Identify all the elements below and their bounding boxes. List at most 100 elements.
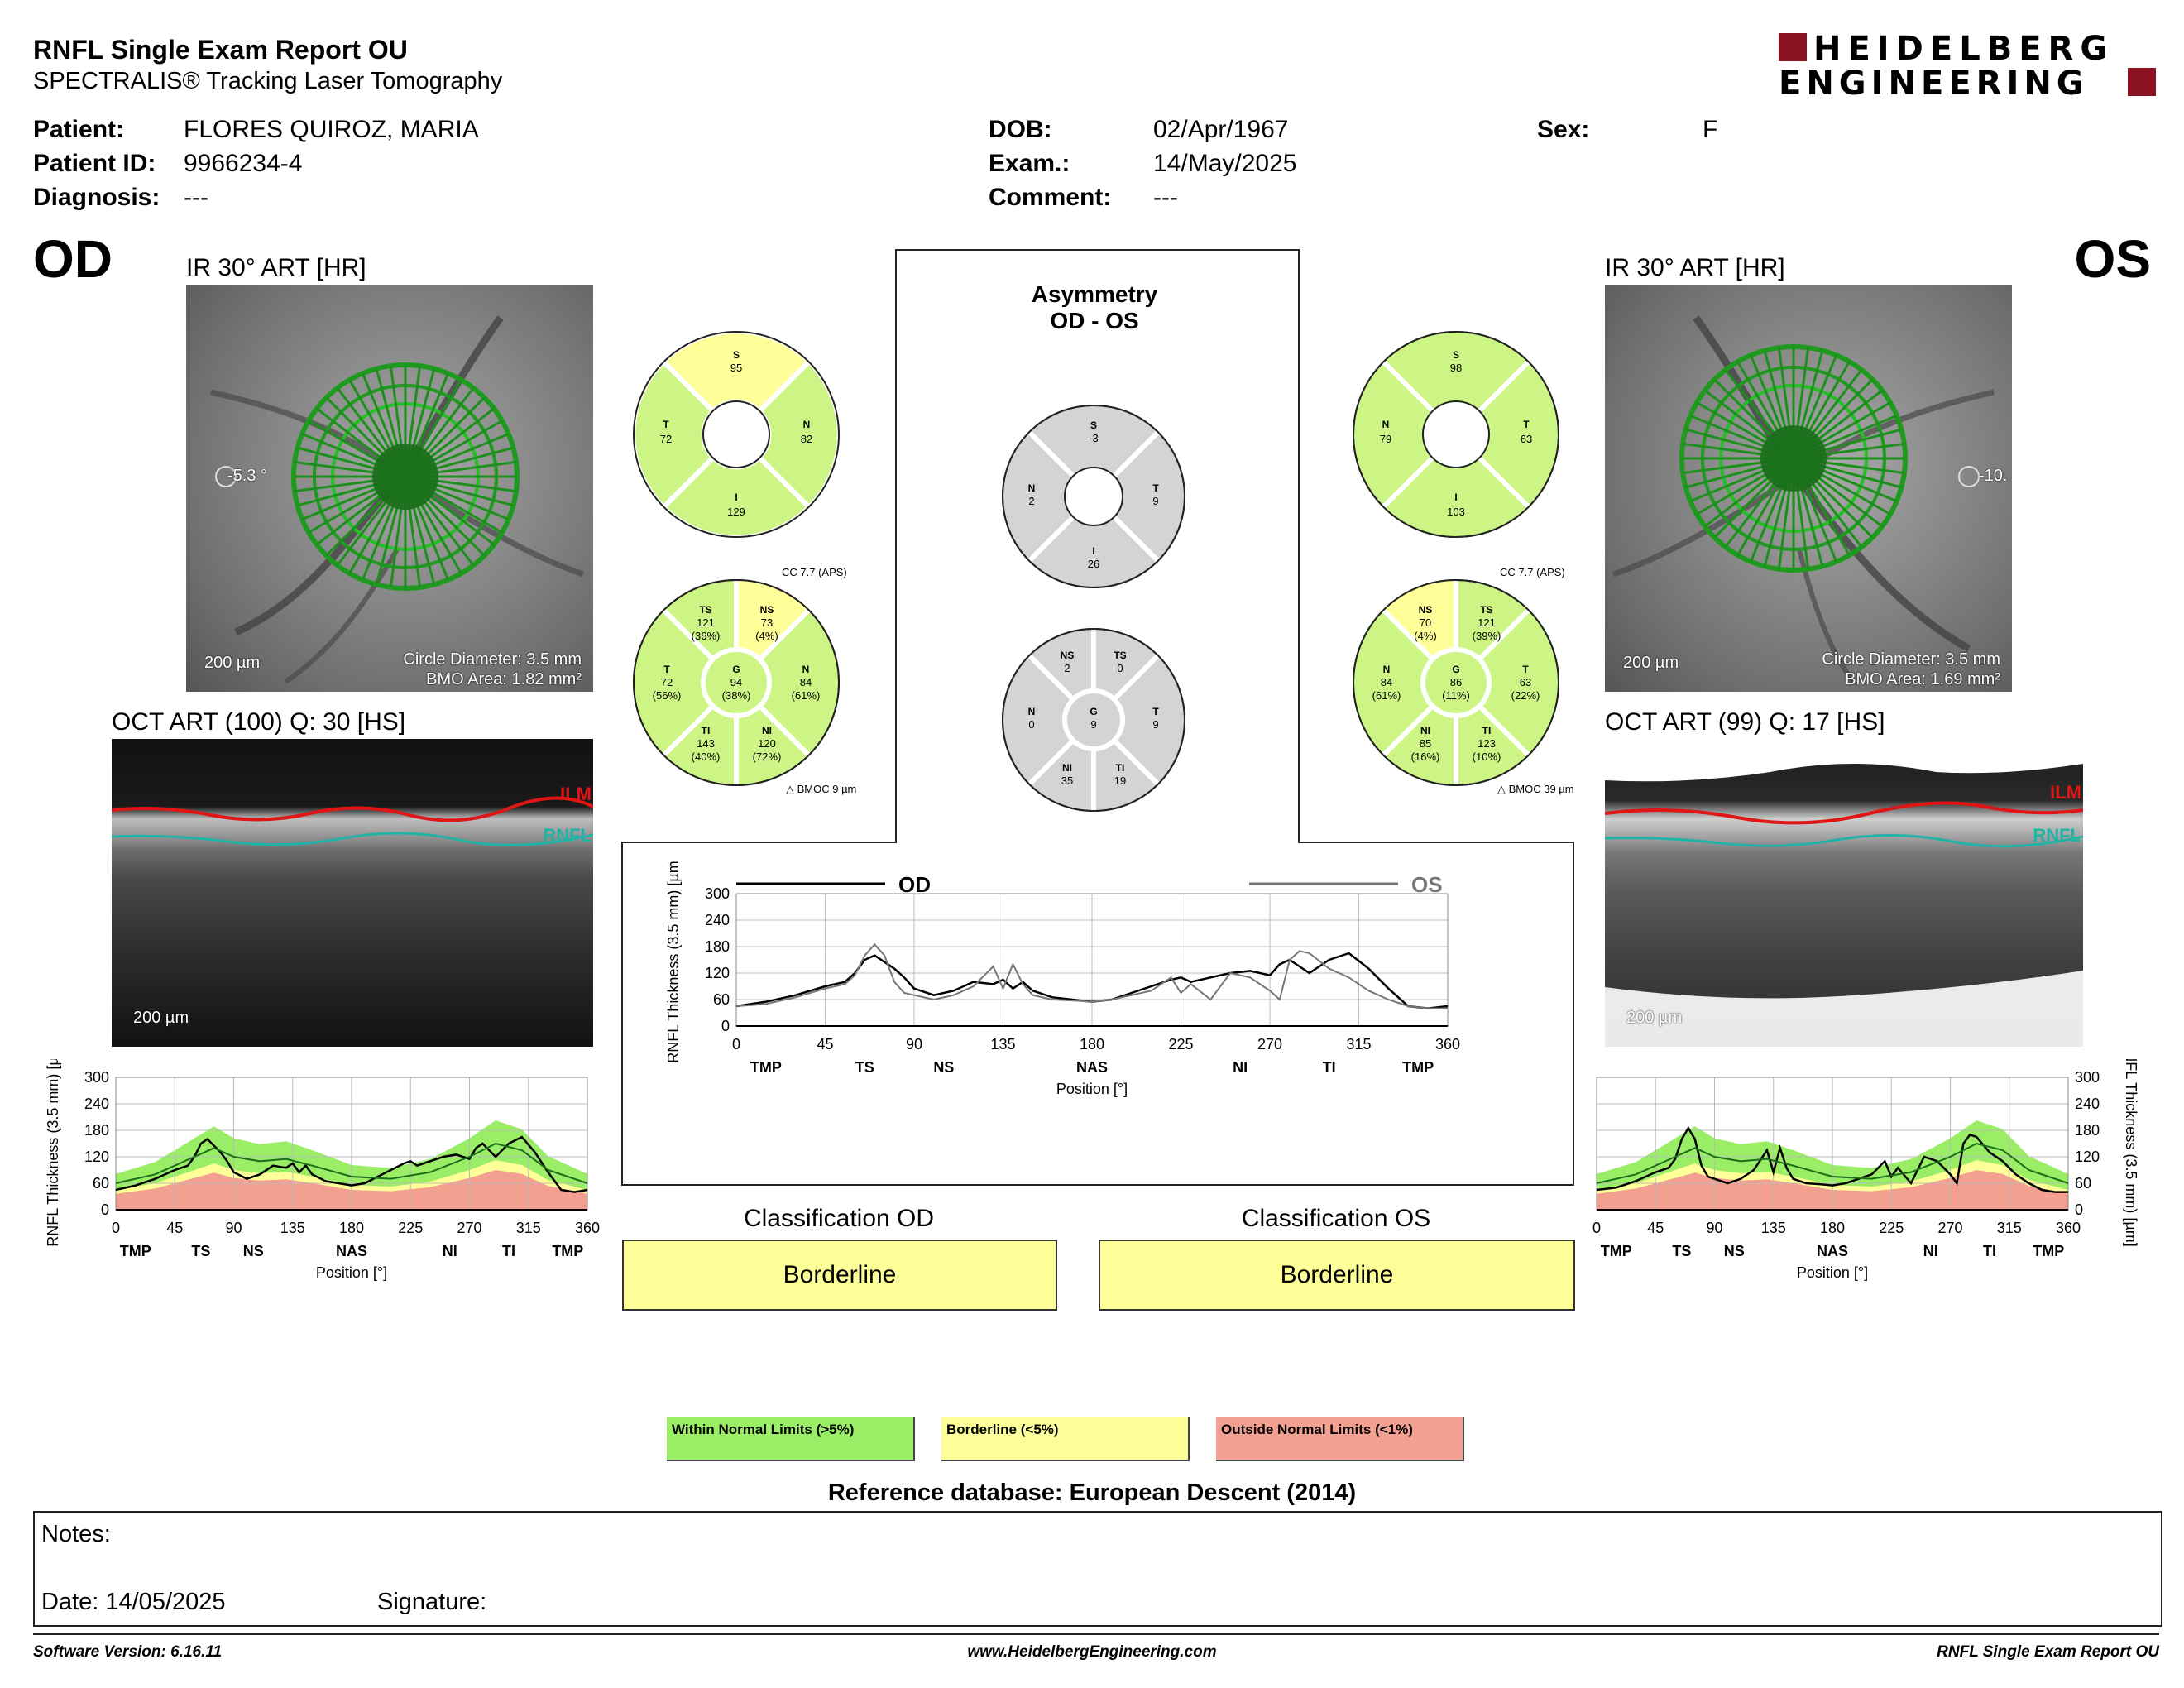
- x-tick-label: 360: [1435, 1036, 1460, 1053]
- sector-label: TMP: [1601, 1243, 1632, 1259]
- x-tick-label: 225: [398, 1220, 423, 1236]
- series-line-normal-mean: [115, 1142, 588, 1184]
- svg-text:TI: TI: [1116, 762, 1125, 774]
- sector-label: NI: [1233, 1059, 1248, 1076]
- svg-text:NI: NI: [1062, 762, 1072, 774]
- footer-website[interactable]: www.HeidelbergEngineering.com: [967, 1643, 1217, 1661]
- notes-box[interactable]: Notes: Date: 14/05/2025 Signature:: [33, 1511, 2162, 1627]
- svg-text:S: S: [1453, 349, 1459, 361]
- od-bmoc-label: △ BMOC 9 µm: [786, 783, 857, 795]
- sector-label: TS: [191, 1243, 210, 1259]
- y-tick-label: 60: [93, 1175, 109, 1192]
- asym-ti-value: 19: [1114, 774, 1126, 787]
- os-bmoc-label: △ BMOC 39 µm: [1497, 783, 1574, 795]
- os-fundus-image: -10. 200 µm Circle Diameter: 3.5 mm BMO …: [1605, 285, 2012, 692]
- os-ir-caption: IR 30° ART [HR]: [1605, 254, 1785, 281]
- od-bmoc-value: BMOC 9 µm: [797, 783, 857, 795]
- report-subtitle: SPECTRALIS® Tracking Laser Tomography: [33, 68, 503, 94]
- footer-report-name: RNFL Single Exam Report OU: [1937, 1643, 2159, 1661]
- y-tick-label: 120: [705, 965, 730, 981]
- od-ir-caption: IR 30° ART [HR]: [186, 254, 366, 281]
- os-fundus-scale: 200 µm: [1623, 654, 1679, 672]
- od-oct-caption: OCT ART (100) Q: 30 [HS]: [112, 708, 406, 736]
- diagnosis-value: ---: [184, 184, 208, 211]
- svg-text:N: N: [1383, 664, 1391, 675]
- sector-label: NS: [243, 1243, 264, 1259]
- os-oct-caption: OCT ART (99) Q: 17 [HS]: [1605, 708, 1885, 736]
- y-axis-label: RNFL Thickness (3.5 mm) [µm]: [45, 1059, 61, 1247]
- footer-software: Software Version: 6.16.11: [33, 1643, 223, 1661]
- od-ts-value: 121: [697, 616, 715, 629]
- comment-label: Comment:: [989, 184, 1112, 211]
- os-i-value: 103: [1447, 506, 1465, 518]
- svg-text:T: T: [1523, 419, 1530, 430]
- od-t6-pct: (56%): [653, 689, 682, 702]
- heidelberg-logo: HEIDELBERG ENGINEERING: [1779, 30, 2159, 103]
- x-tick-label: 45: [166, 1220, 183, 1236]
- od-ni-pct: (72%): [753, 750, 782, 763]
- svg-text:TS: TS: [1480, 604, 1492, 616]
- svg-text:S: S: [1090, 420, 1097, 431]
- os-ns-value: 70: [1420, 616, 1431, 629]
- os-t6-pct: (22%): [1511, 689, 1540, 702]
- y-tick-label: 0: [721, 1018, 730, 1034]
- y-tick-label: 240: [2075, 1096, 2100, 1112]
- sector-label: TI: [502, 1243, 515, 1259]
- exam-label: Exam.:: [989, 150, 1070, 177]
- asymmetry-panel-frame: [621, 249, 1574, 1186]
- signature-label: Signature:: [377, 1589, 487, 1615]
- od-scan-circle-overlay: [210, 315, 585, 684]
- sector-label: TMP: [120, 1243, 151, 1259]
- od-circle-diameter: Circle Diameter: 3.5 mm: [403, 650, 582, 669]
- y-tick-label: 240: [705, 912, 730, 928]
- od-ns-value: 73: [761, 616, 773, 629]
- svg-text:TI: TI: [1482, 725, 1492, 736]
- os-rnfl-label: RNFL: [2033, 825, 2081, 846]
- x-tick-label: 270: [1937, 1220, 1962, 1236]
- svg-text:NS: NS: [760, 604, 774, 616]
- x-tick-label: 315: [1997, 1220, 2022, 1236]
- svg-text:N: N: [1382, 419, 1390, 430]
- od-oct-scale: 200 µm: [133, 1009, 189, 1027]
- svg-text:T: T: [1522, 664, 1529, 675]
- legend-label: OD: [898, 872, 931, 897]
- svg-text:N: N: [1028, 482, 1036, 494]
- sector-label: NAS: [1076, 1059, 1108, 1076]
- y-axis-label: RNFL Thickness (3.5 mm) [µm]: [665, 861, 682, 1063]
- od-sector-4-diagram: S 95 T 72 N 82 I 129: [630, 328, 842, 540]
- y-tick-label: 60: [2075, 1175, 2091, 1192]
- legend-outside-normal: Outside Normal Limits (<1%): [1216, 1417, 1464, 1461]
- asym-ns-value: 2: [1064, 662, 1070, 674]
- sector-label: TS: [1672, 1243, 1691, 1259]
- os-classification-label: Classification OS: [1241, 1205, 1431, 1232]
- asym-t-value: 9: [1152, 495, 1158, 507]
- asym-t6-value: 9: [1152, 718, 1158, 731]
- sector-label: NS: [1724, 1243, 1745, 1259]
- x-axis-label: Position [°]: [1797, 1264, 1868, 1281]
- y-tick-label: 0: [101, 1201, 109, 1218]
- logo-square-1: [1779, 33, 1807, 61]
- os-ni-value: 85: [1420, 737, 1431, 750]
- patient-label: Patient:: [33, 116, 125, 143]
- y-tick-label: 240: [84, 1096, 109, 1112]
- svg-text:TI: TI: [702, 725, 711, 736]
- sector-label: NI: [443, 1243, 457, 1259]
- asymmetry-title: Asymmetry OD - OS: [896, 281, 1293, 334]
- x-tick-label: 45: [817, 1036, 833, 1053]
- x-tick-label: 135: [280, 1220, 305, 1236]
- os-circle-diameter: Circle Diameter: 3.5 mm: [1822, 650, 2000, 669]
- asym-s-value: -3: [1089, 432, 1099, 444]
- os-ns-pct: (4%): [1414, 630, 1436, 642]
- asym-i-value: 26: [1088, 558, 1099, 570]
- od-i-value: 129: [727, 506, 745, 518]
- logo-line-1: HEIDELBERG: [1813, 30, 2115, 68]
- os-bmo-area: BMO Area: 1.69 mm²: [1845, 670, 2000, 688]
- x-tick-label: 135: [990, 1036, 1015, 1053]
- svg-text:TS: TS: [1114, 650, 1126, 661]
- os-ni-pct: (16%): [1411, 750, 1440, 763]
- y-tick-label: 180: [84, 1122, 109, 1139]
- od-g-pct: (38%): [722, 689, 751, 702]
- patient-id-label: Patient ID:: [33, 150, 156, 177]
- os-ts-pct: (39%): [1473, 630, 1502, 642]
- svg-text:NS: NS: [1061, 650, 1075, 661]
